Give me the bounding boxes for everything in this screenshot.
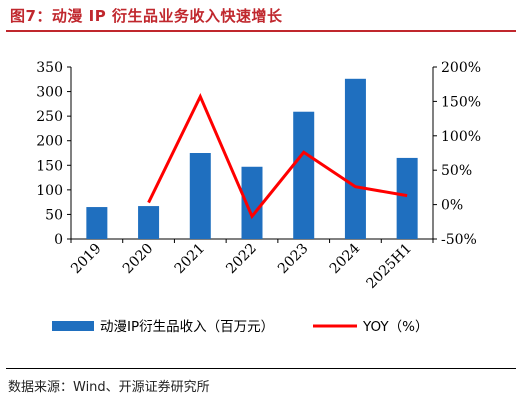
bar-2025H1	[396, 157, 418, 239]
yoy-line-series	[147, 92, 408, 220]
footer-rule	[6, 368, 516, 369]
combo-chart: 0 50 100 150 200 250 300 350 -50% 0% 50% 100% 150% 20…	[36, 60, 481, 335]
bar-series	[86, 78, 418, 240]
left-tick-label: 250	[36, 109, 63, 125]
bar-2021	[189, 153, 211, 239]
bar-2024	[344, 78, 366, 240]
x-tick-label: 2020	[120, 241, 157, 278]
right-tick-label: -50%	[441, 232, 477, 248]
right-tick-label: 200%	[441, 60, 481, 76]
right-tick-label: 0%	[441, 198, 463, 214]
legend: 动漫IP衍生品收入（百万元） YOY（%）	[52, 319, 428, 335]
x-tick-label: 2024	[327, 240, 364, 277]
left-tick-label: 350	[36, 60, 63, 76]
x-tick-label: 2021	[172, 241, 209, 278]
bar-2019	[86, 207, 108, 239]
x-tick-label: 2019	[68, 241, 105, 278]
bar-2023	[293, 111, 315, 239]
x-tick-label: 2022	[223, 241, 260, 278]
x-tick-label: 2025H1	[364, 241, 415, 292]
left-tick-label: 0	[54, 232, 63, 248]
left-tick-label: 50	[45, 207, 63, 223]
title-rule	[6, 30, 516, 32]
x-tick-label: 2023	[275, 241, 312, 278]
left-tick-label: 200	[36, 134, 63, 150]
source-note: 数据来源：Wind、开源证券研究所	[8, 380, 210, 395]
right-tick-label: 100%	[441, 129, 481, 145]
chart-title: 图7：动漫 IP 衍生品业务收入快速增长	[10, 7, 283, 25]
left-tick-label: 300	[36, 85, 63, 101]
left-tick-label: 150	[36, 158, 63, 174]
right-tick-label: 150%	[441, 94, 481, 110]
bar-2020	[138, 206, 160, 239]
right-tick-label: 50%	[441, 163, 472, 179]
bar-2022	[241, 166, 263, 239]
yoy-line	[147, 92, 408, 220]
x-tick-labels: 2019 2020 2021 2022 2023 2024 2025H1	[68, 240, 415, 291]
legend-bar-swatch	[52, 321, 94, 331]
left-tick-label: 100	[36, 183, 63, 199]
legend-line-label: YOY（%）	[362, 319, 428, 335]
axes: 0 50 100 150 200 250 300 350 -50% 0% 50% 100% 150% 20…	[36, 60, 481, 248]
legend-bar-label: 动漫IP衍生品收入（百万元）	[100, 319, 274, 335]
